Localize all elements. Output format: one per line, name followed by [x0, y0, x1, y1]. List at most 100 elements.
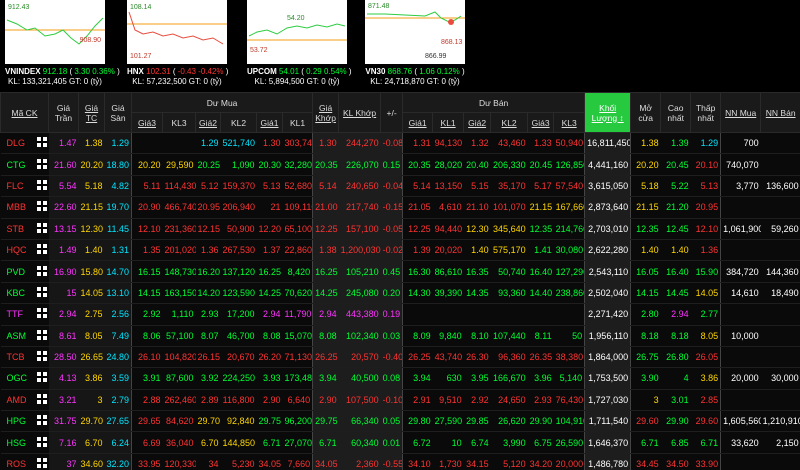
unit-label: (tỷ)	[327, 77, 340, 86]
chart-icon[interactable]	[36, 158, 47, 169]
column-header[interactable]: NN Mua	[720, 92, 762, 133]
symbol[interactable]: TCB	[0, 346, 35, 369]
symbol[interactable]: TTF	[0, 303, 35, 326]
symbol[interactable]: MBB	[0, 196, 35, 219]
cell-value: 14.05	[78, 282, 105, 305]
stock-row[interactable]: TCB 28.50 26.65 24.80 26.10 104,820 26.15 20,67…	[0, 346, 800, 369]
stock-row[interactable]: HSG 7.16 6.70 6.24 6.69 36,040 6.70 144,850 6.71…	[0, 431, 800, 454]
chart-icon[interactable]	[36, 415, 47, 426]
chart-icon[interactable]	[36, 222, 47, 233]
cell-value: 50,740	[490, 260, 528, 283]
column-header[interactable]: Giá3	[131, 112, 164, 133]
chart-icon[interactable]	[36, 265, 47, 276]
price-board: Mã CK Giá Trần Giá TC Giá Sàn Dư Mua Giá Khớp…	[0, 92, 800, 470]
column-header[interactable]: KL2	[220, 112, 258, 133]
column-header[interactable]: +/-	[380, 92, 404, 133]
column-header[interactable]: KL3	[162, 112, 197, 133]
column-header[interactable]: Giá3	[527, 112, 555, 133]
cell-value: 21.15	[527, 196, 554, 219]
stock-row[interactable]: HQC 1.49 1.40 1.31 1.35 201,020 1.36 267,530 1.3…	[0, 239, 800, 262]
stock-row[interactable]: HPG 31.75 29.70 27.65 29.65 84,620 29.70 92,840…	[0, 410, 800, 433]
chart-icon[interactable]	[36, 244, 47, 255]
cell-value: 6.85	[660, 431, 691, 454]
chart-icon[interactable]	[36, 436, 47, 447]
cell-value: 33.95	[131, 453, 163, 470]
symbol[interactable]: AMD	[0, 389, 35, 412]
symbol[interactable]: HQC	[0, 239, 35, 262]
chart-icon[interactable]	[36, 458, 47, 469]
column-header[interactable]: Thấp nhất	[690, 92, 722, 133]
column-header[interactable]: Giá2	[195, 112, 222, 133]
cell-value: 267,530	[220, 239, 257, 262]
column-header[interactable]: Khối Lượng ↕	[584, 92, 632, 133]
header-symbol[interactable]: Mã CK	[0, 92, 50, 133]
cell-value: 16,811,450	[584, 132, 632, 155]
column-header[interactable]: Cao nhất	[660, 92, 692, 133]
stock-row[interactable]: AMD 3.21 3 2.79 2.88 262,460 2.89 116,800 2.90 6,…	[0, 389, 800, 412]
chart-icon-cell	[34, 303, 49, 326]
stock-row[interactable]: TTF 2.94 2.75 2.56 2.92 1,110 2.93 17,200 2.94 11…	[0, 303, 800, 326]
stock-row[interactable]: OGC 4.13 3.86 3.59 3.91 87,600 3.92 224,250 3.93…	[0, 367, 800, 390]
chart-icon[interactable]	[36, 179, 47, 190]
column-header[interactable]: Giá Sàn	[104, 92, 133, 133]
symbol[interactable]: DLG	[0, 132, 35, 155]
symbol[interactable]: STB	[0, 218, 35, 240]
column-header[interactable]: KL3	[553, 112, 586, 133]
symbol[interactable]: FLC	[0, 175, 35, 198]
cell-value: 50,900	[220, 218, 257, 240]
column-header[interactable]: KL1	[432, 112, 465, 133]
stock-row[interactable]: PVD 16.90 15.80 14.70 16.15 148,730 16.20 137,1…	[0, 260, 800, 283]
chart-icon[interactable]	[36, 351, 47, 362]
symbol[interactable]: HPG	[0, 410, 35, 433]
chart-icon[interactable]	[36, 201, 47, 212]
cell-value: 6.72	[402, 431, 433, 454]
column-header[interactable]: KL Khớp	[338, 92, 382, 133]
column-header[interactable]: Giá TC	[78, 92, 106, 133]
column-header[interactable]: Giá2	[463, 112, 492, 133]
stock-row[interactable]: CTG 21.60 20.20 18.80 20.20 29,590 20.25 1,090 2…	[0, 153, 800, 176]
column-header[interactable]: Giá Trần	[48, 92, 80, 133]
cell-value: 1.29	[690, 132, 722, 155]
stock-row[interactable]: MBB 22.60 21.15 19.70 20.90 466,740 20.95 206,9…	[0, 196, 800, 219]
column-header[interactable]: KL2	[490, 112, 529, 133]
column-header[interactable]: Giá1	[256, 112, 284, 133]
empty-cell	[760, 196, 800, 219]
stock-row[interactable]: DLG1.471.381.291.29521,7401.30303,7401.3…	[0, 132, 800, 155]
chart-icon[interactable]	[36, 308, 47, 319]
cell-value: 29.80	[402, 410, 433, 433]
cell-value: 104,820	[162, 346, 196, 369]
cell-value: 20.45	[527, 153, 554, 176]
symbol[interactable]: KBC	[0, 282, 35, 305]
symbol[interactable]: PVD	[0, 260, 35, 283]
column-header[interactable]: Giá Khớp	[312, 92, 340, 133]
chart-icon-cell	[34, 218, 49, 240]
chart-icon[interactable]	[36, 137, 47, 148]
index-panel[interactable]: 108.14 101.27 HNX 102.31 ( -0.43 -0.42% …	[127, 0, 228, 87]
cell-value: 1.38	[312, 239, 339, 262]
stock-row[interactable]: ROS 37 34.60 32.20 33.95 120,330 34 5,230 34.05 7…	[0, 453, 800, 470]
column-header[interactable]: Mở cửa	[630, 92, 662, 133]
symbol[interactable]: ASM	[0, 325, 35, 347]
stock-row[interactable]: STB 13.15 12.30 11.45 12.10 231,360 12.15 50,90…	[0, 218, 800, 240]
symbol[interactable]: HSG	[0, 431, 35, 454]
stock-row[interactable]: ASM 8.61 8.05 7.49 8.06 57,100 8.07 46,700 8.08 1…	[0, 325, 800, 347]
column-header[interactable]: KL1	[282, 112, 314, 133]
chart-icon[interactable]	[36, 286, 47, 297]
stock-row[interactable]: FLC 5.54 5.18 4.82 5.11 114,430 5.12 159,370 5.1…	[0, 175, 800, 198]
cell-value: 65,100	[282, 218, 314, 240]
column-header[interactable]: Giá1	[402, 112, 434, 133]
cell-value: 345,640	[490, 218, 528, 240]
chart-icon[interactable]	[36, 372, 47, 383]
stock-row[interactable]: KBC 15 14.05 13.10 14.15 163,150 14.20 123,590 1…	[0, 282, 800, 305]
cell-value: 20.35	[312, 153, 339, 176]
symbol[interactable]: OGC	[0, 367, 35, 390]
chart-icon[interactable]	[36, 393, 47, 404]
symbol[interactable]: CTG	[0, 153, 35, 176]
index-panel[interactable]: 871.48 868.13 866.99 VN30 868.76 ( 1.06 …	[365, 0, 465, 87]
index-panel[interactable]: 54.20 53.72 UPCOM 54.01 ( 0.29 0.54% ) KL…	[247, 0, 352, 87]
index-panel[interactable]: 912.43 908.90 VNINDEX 912.18 ( 3.30 0.36…	[5, 0, 120, 87]
column-header[interactable]: NN Bán	[760, 92, 800, 133]
cell-value: 148,730	[162, 260, 196, 283]
chart-icon[interactable]	[36, 329, 47, 340]
symbol[interactable]: ROS	[0, 453, 35, 470]
